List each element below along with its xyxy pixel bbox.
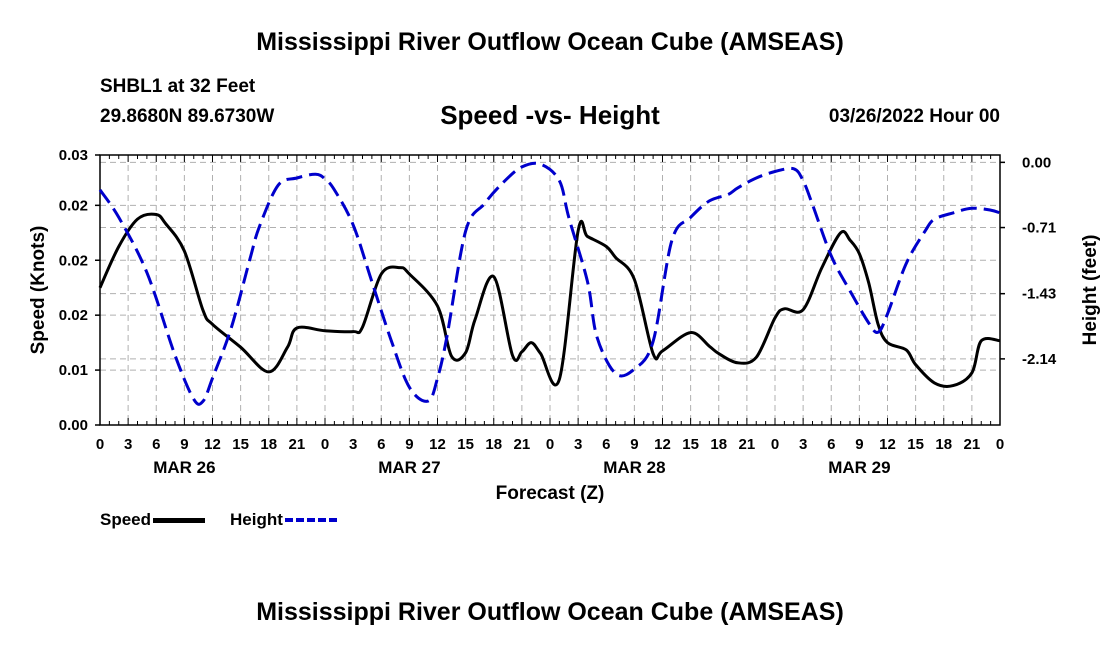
y-right-tick-label: -0.71 (1022, 220, 1056, 237)
axes (95, 154, 1005, 426)
x-tick-label: 12 (654, 436, 671, 453)
x-tick-label: 0 (96, 436, 104, 453)
day-label: MAR 27 (378, 458, 440, 477)
series-line-height (98, 161, 1001, 406)
chart-subtitle: Speed -vs- Height (440, 100, 660, 130)
x-tick-label: 12 (204, 436, 221, 453)
x-tick-label: 6 (602, 436, 610, 453)
y-right-tick-label: -1.43 (1022, 286, 1056, 303)
y-left-tick-label: 0.01 (59, 362, 88, 379)
x-tick-label: 3 (799, 436, 807, 453)
x-tick-label: 21 (289, 436, 306, 453)
day-label: MAR 29 (828, 458, 890, 477)
x-tick-label: 12 (879, 436, 896, 453)
y-left-tick-label: 0.03 (59, 147, 88, 164)
x-tick-label: 18 (485, 436, 502, 453)
chart-title-top: Mississippi River Outflow Ocean Cube (AM… (256, 28, 844, 56)
x-tick-label: 15 (907, 436, 924, 453)
legend-speed: Speed (100, 510, 206, 530)
x-tick-label: 9 (630, 436, 638, 453)
legend-height-label: Height (230, 510, 283, 529)
x-tick-label: 9 (405, 436, 413, 453)
grid (100, 155, 1000, 425)
legend-speed-label: Speed (100, 510, 152, 529)
x-tick-label: 0 (996, 436, 1004, 453)
x-tick-label: 3 (574, 436, 582, 453)
x-tick-label: 0 (321, 436, 329, 453)
legend-speed-swatch (153, 517, 206, 523)
x-tick-label: 21 (739, 436, 756, 453)
x-axis-title: Forecast (Z) (496, 483, 605, 504)
x-tick-label: 18 (260, 436, 277, 453)
y-right-axis-title: Height (feet) (1080, 235, 1100, 346)
x-tick-label: 6 (827, 436, 835, 453)
x-tick-label: 0 (546, 436, 554, 453)
y-left-tick-label: 0.02 (59, 252, 88, 269)
station-label: SHBL1 at 32 Feet (100, 76, 256, 97)
series (98, 161, 1001, 406)
x-tick-label: 9 (855, 436, 863, 453)
coordinates-label: 29.8680N 89.6730W (100, 106, 275, 127)
x-tick-label: 9 (180, 436, 188, 453)
y-left-tick-label: 0.02 (59, 197, 88, 214)
series-line-speed (98, 212, 1001, 388)
y-left-tick-label: 0.00 (59, 417, 88, 434)
x-tick-label: 6 (377, 436, 385, 453)
x-tick-label: 18 (935, 436, 952, 453)
day-label: MAR 26 (153, 458, 215, 477)
x-tick-label: 6 (152, 436, 160, 453)
legend-height-swatch (284, 518, 337, 522)
x-tick-label: 15 (232, 436, 249, 453)
axis-labels: 0 3 6 9 12 15 18 21 0 3 6 9 12 15 18 21 0 3 6 9 12 15 18 21 0 3 6 9… (28, 147, 1100, 504)
x-tick-label: 3 (349, 436, 357, 453)
x-tick-label: 3 (124, 436, 132, 453)
day-label: MAR 28 (603, 458, 665, 477)
y-right-tick-label: -2.14 (1022, 351, 1057, 368)
forecast-datetime: 03/26/2022 Hour 00 (828, 106, 1000, 127)
y-left-tick-label: 0.02 (59, 307, 88, 324)
x-tick-label: 0 (771, 436, 779, 453)
x-tick-label: 15 (457, 436, 474, 453)
x-tick-label: 12 (429, 436, 446, 453)
y-right-tick-label: 0.00 (1022, 154, 1051, 171)
x-tick-label: 18 (710, 436, 727, 453)
legend-height: Height (230, 510, 337, 530)
y-left-axis-title: Speed (Knots) (28, 226, 49, 355)
chart-title-bottom: Mississippi River Outflow Ocean Cube (AM… (256, 598, 844, 626)
x-tick-label: 15 (682, 436, 699, 453)
x-tick-label: 21 (514, 436, 531, 453)
x-tick-label: 21 (964, 436, 981, 453)
